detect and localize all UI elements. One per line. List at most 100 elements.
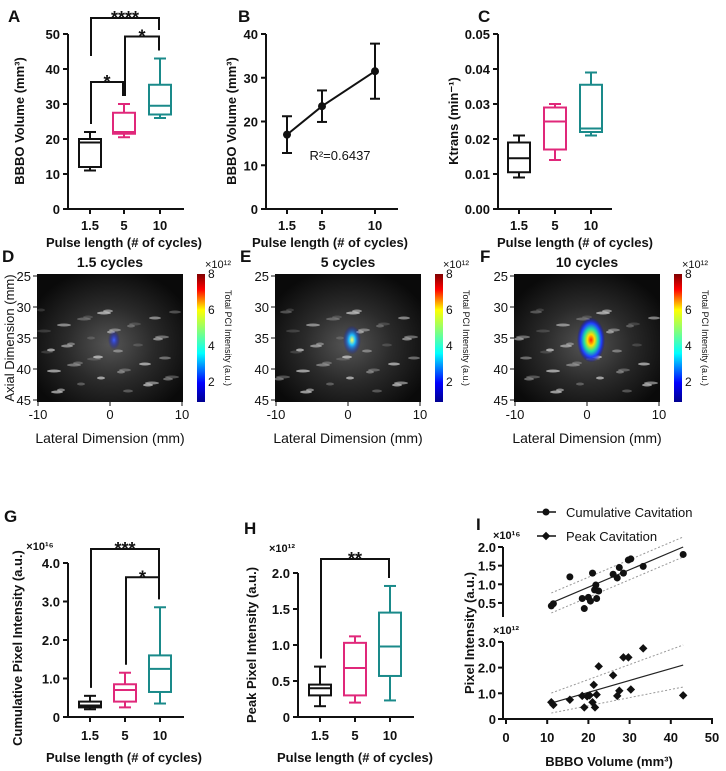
x-tick-label: 50 (705, 730, 719, 745)
data-point-cumulative (592, 581, 600, 589)
colorbar-exponent: ×10¹² (205, 259, 231, 271)
y-axis-label: BBBO Volume (mm³) (224, 57, 239, 185)
tissue-speckle (290, 350, 302, 354)
data-point-peak (608, 671, 618, 680)
tissue-speckle (536, 308, 544, 312)
data-point-cumulative (566, 573, 574, 581)
x-tick-label: 10 (153, 728, 167, 743)
tissue-speckle (366, 370, 374, 374)
tissue-speckle (404, 335, 418, 339)
y-tick-label: 30 (46, 97, 60, 112)
x-tick-label: 1.5 (278, 218, 296, 233)
data-point-cumulative (679, 550, 687, 558)
tissue-speckle (514, 337, 524, 341)
significance-stars: **** (111, 8, 139, 28)
y-tick-label: 25 (17, 269, 31, 284)
y-tick-label: 4.0 (42, 556, 60, 571)
tissue-speckle (159, 356, 171, 360)
heatmap-title: 10 cycles (556, 254, 618, 270)
tissue-speckle (556, 323, 570, 327)
box-5 (113, 683, 137, 703)
x-tick-label: 5 (351, 728, 358, 743)
heatmap-title: 1.5 cycles (77, 254, 143, 270)
significance-bracket (125, 576, 160, 665)
tissue-speckle (127, 324, 135, 328)
data-point-peak (565, 695, 575, 704)
tissue-speckle (310, 344, 322, 348)
tissue-speckle (346, 376, 354, 380)
tissue-speckle (516, 335, 530, 339)
x-tick-label: -10 (29, 407, 48, 422)
tissue-speckle (316, 363, 330, 367)
tissue-speckle (165, 375, 179, 379)
data-point-cumulative (578, 594, 586, 602)
x-tick-label: 0 (106, 407, 113, 422)
y-tick-label: 25 (494, 269, 508, 284)
x-tick-label: 0 (583, 407, 590, 422)
cavitation-hotspot (577, 317, 605, 363)
tissue-speckle (576, 382, 584, 386)
tissue-speckle (77, 382, 85, 386)
x-tick-label: 1.5 (81, 728, 99, 743)
tissue-speckle (296, 369, 310, 373)
significance-stars: * (139, 567, 146, 587)
panel-label-a: A (8, 7, 20, 26)
tissue-speckle (616, 370, 624, 374)
y-tick-label: 45 (494, 393, 508, 408)
y-tick-label: 0 (489, 712, 496, 727)
y-tick-label: 40 (244, 27, 258, 42)
tissue-speckle (117, 370, 125, 374)
colorbar-exponent: ×10¹² (682, 259, 708, 271)
x-tick-label: 10 (368, 218, 382, 233)
y-tick-label: 1.0 (272, 638, 290, 653)
tissue-speckle (546, 369, 560, 373)
tissue-speckle (37, 308, 45, 312)
tissue-speckle (402, 337, 412, 341)
y-tick-label: 2.0 (478, 540, 496, 555)
y-tick-label: 25 (255, 269, 269, 284)
axis-exponent: ×10¹⁶ (26, 541, 53, 553)
data-point-peak (589, 680, 598, 690)
x-tick-label: 5 (551, 218, 558, 233)
y-axis-label: Cumulative Pixel Intensity (a.u.) (10, 550, 25, 746)
y-tick-label: 35 (494, 331, 508, 346)
y-axis-label: Ktrans (min⁻¹) (446, 77, 461, 165)
significance-stars: *** (114, 539, 135, 559)
y-tick-label: 0 (283, 710, 290, 725)
tissue-speckle (123, 389, 133, 393)
y-tick-label: 0 (53, 710, 60, 725)
data-point-peak (580, 703, 589, 712)
x-tick-label: 10 (584, 218, 598, 233)
x-tick-label: -10 (267, 407, 286, 422)
x-axis-label: Lateral Dimension (mm) (273, 430, 422, 446)
y-tick-label: 10 (46, 167, 60, 182)
regression-line (551, 664, 684, 704)
legend-label: Peak Cavitation (566, 529, 657, 544)
box-5 (343, 641, 367, 697)
y-tick-label: 3.0 (42, 595, 60, 610)
y-tick-label: 10 (244, 158, 258, 173)
tissue-speckle (342, 355, 352, 359)
x-tick-label: 20 (581, 730, 595, 745)
y-axis-label: Pixel Intensity (a.u.) (462, 572, 477, 694)
y-tick-label: 2.0 (42, 633, 60, 648)
significance-bracket (320, 558, 390, 659)
y-tick-label: 0 (53, 202, 60, 217)
y-tick-label: 45 (255, 393, 269, 408)
colorbar (674, 274, 682, 402)
tissue-speckle (274, 377, 284, 381)
y-tick-label: 40 (46, 62, 60, 77)
tissue-speckle (316, 342, 324, 346)
tissue-speckle (536, 329, 550, 333)
tissue-speckle (51, 390, 63, 394)
panel-label-i: I (476, 515, 481, 534)
data-point (371, 67, 379, 76)
x-tick-label: 0 (502, 730, 509, 745)
cavitation-hotspot (343, 325, 361, 355)
significance-stars: * (138, 27, 145, 47)
data-point-cumulative (613, 574, 621, 582)
x-tick-label: 10 (540, 730, 554, 745)
data-point (318, 102, 326, 111)
tissue-speckle (286, 329, 300, 333)
